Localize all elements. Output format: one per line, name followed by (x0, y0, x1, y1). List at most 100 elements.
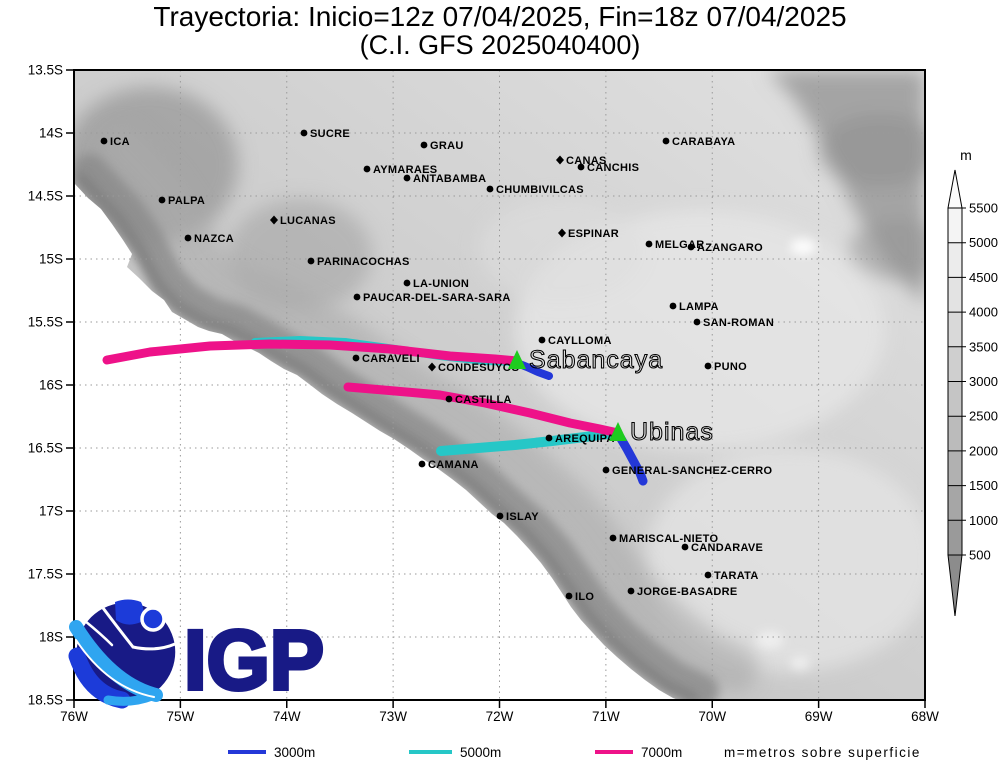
city-label-paucar-del-sara-sara: PAUCAR-DEL-SARA-SARA (363, 292, 511, 304)
city-marker-ica (100, 137, 108, 145)
lat-tick-label: 17S (39, 504, 63, 519)
city-marker-sucre (300, 129, 308, 137)
city-marker-lucanas (270, 215, 278, 225)
colorbar-tick-label: 4000 (969, 305, 998, 320)
colorbar-tick-label: 2000 (969, 443, 998, 458)
colorbar-band (948, 312, 962, 348)
igp-logo-segment (115, 599, 144, 625)
city-marker-candarave (681, 543, 689, 551)
legend-note: m=metros sobre superficie (724, 745, 921, 760)
city-label-lucanas: LUCANAS (280, 215, 336, 227)
city-label-azangaro: AZANGARO (697, 242, 763, 254)
city-marker-castilla (445, 395, 453, 403)
volcano-marker-sabancaya (508, 350, 526, 369)
city-label-camana: CAMANA (428, 459, 479, 471)
city-label-parinacochas: PARINACOCHAS (317, 256, 410, 268)
city-marker-parinacochas (307, 257, 315, 265)
gridlines (74, 70, 925, 700)
colorbar-band (948, 208, 962, 244)
city-marker-palpa (158, 196, 166, 204)
lat-tick-label: 14.5S (28, 189, 63, 204)
city-label-lampa: LAMPA (679, 301, 719, 313)
lat-tick-label: 16.5S (28, 441, 63, 456)
city-label-mariscal-nieto: MARISCAL-NIETO (619, 533, 718, 545)
city-marker-islay (496, 512, 504, 520)
city-label-candarave: CANDARAVE (691, 542, 763, 554)
colorbar-tick-label: 5000 (969, 235, 998, 250)
lon-tick-label: 74W (273, 709, 301, 724)
city-label-caraveli: CARAVELI (362, 353, 420, 365)
city-label-antabamba: ANTABAMBA (413, 173, 486, 185)
lon-tick-label: 72W (486, 709, 514, 724)
colorbar-ticks: 5500 5000 4500 4000 3500 3000 2500 2000 1500 1000… (948, 201, 998, 563)
city-marker-nazca (184, 234, 192, 242)
colorbar-title: m (960, 147, 972, 163)
legend-label-7000m: 7000m (641, 745, 682, 760)
elevation-colorbar: m 5500 5000 4500 4000 3500 3000 2500 2000 1500 10… (947, 147, 998, 617)
colorbar-top-arrow (947, 169, 963, 209)
trajectory-legend: 3000m 5000m 7000m m=metros sobre superficie (228, 745, 921, 760)
colorbar-tick-label: 4500 (969, 270, 998, 285)
lon-tick-label: 76W (60, 709, 88, 724)
colorbar-band (948, 520, 962, 556)
city-label-chumbivilcas: CHUMBIVILCAS (496, 184, 584, 196)
city-marker-paucar-del-sara-sara (353, 293, 361, 301)
city-label-arequipa: AREQUIPA (555, 433, 615, 445)
city-marker-lampa (669, 302, 677, 310)
map-title-line2: (C.I. GFS 2025040400) (360, 30, 641, 60)
city-marker-aymaraes (363, 165, 371, 173)
city-marker-grau (420, 141, 428, 149)
colorbar-band (948, 381, 962, 417)
lon-tick-label: 70W (698, 709, 726, 724)
colorbar-band (948, 346, 962, 382)
city-label-tarata: TARATA (714, 570, 759, 582)
city-marker-puno (704, 362, 712, 370)
trajectory-ubinas-5000m (436, 428, 619, 456)
city-label-castilla: CASTILLA (455, 394, 512, 406)
volcano-label-ubinas: Ubinas (630, 418, 714, 446)
colorbar-band (948, 416, 962, 452)
city-label-ilo: ILO (575, 591, 594, 603)
lat-tick-label: 14S (39, 126, 63, 141)
igp-logo-text: IGP (184, 613, 324, 707)
city-label-caylloma: CAYLLOMA (548, 335, 612, 347)
city-marker-la-union (403, 279, 411, 287)
city-label-jorge-basadre: JORGE-BASADRE (637, 586, 737, 598)
city-label-puno: PUNO (714, 361, 747, 373)
lon-tick-label: 69W (805, 709, 833, 724)
city-label-nazca: NAZCA (194, 233, 234, 245)
city-label-espinar: ESPINAR (568, 228, 619, 240)
city-label-aymaraes: AYMARAES (373, 164, 437, 176)
lat-tick-label: 18S (39, 630, 63, 645)
colorbar-band (948, 450, 962, 487)
city-marker-antabamba (403, 174, 411, 182)
city-marker-general-sanchez-cerro (602, 466, 610, 474)
colorbar-band (948, 242, 962, 278)
city-marker-melgar (645, 240, 653, 248)
city-marker-chumbivilcas (486, 185, 494, 193)
city-marker-espinar (558, 228, 566, 238)
trajectory-ubinas-3000m (615, 432, 648, 486)
colorbar-band (948, 277, 962, 313)
city-marker-caylloma (538, 336, 546, 344)
colorbar-tick-label: 3000 (969, 374, 998, 389)
city-marker-canchis (577, 163, 585, 171)
volcano-marker-ubinas (609, 422, 627, 441)
colorbar-tick-label: 1500 (969, 478, 998, 493)
igp-logo-eye (140, 606, 166, 632)
city-label-canas: CANAS (566, 155, 607, 167)
city-marker-azangaro (687, 243, 695, 251)
lat-tick-label: 18.5S (28, 693, 63, 708)
colorbar-tick-label: 1000 (969, 513, 998, 528)
colorbar-tick-label: 2500 (969, 409, 998, 424)
city-marker-mariscal-nieto (609, 534, 617, 542)
legend-label-5000m: 5000m (460, 745, 501, 760)
city-marker-camana (418, 460, 426, 468)
trajectory-ubinas-7000m (343, 382, 623, 438)
city-label-palpa: PALPA (168, 195, 205, 207)
city-marker-san-roman (693, 318, 701, 326)
lon-tick-label: 75W (166, 709, 194, 724)
city-marker-tarata (704, 571, 712, 579)
